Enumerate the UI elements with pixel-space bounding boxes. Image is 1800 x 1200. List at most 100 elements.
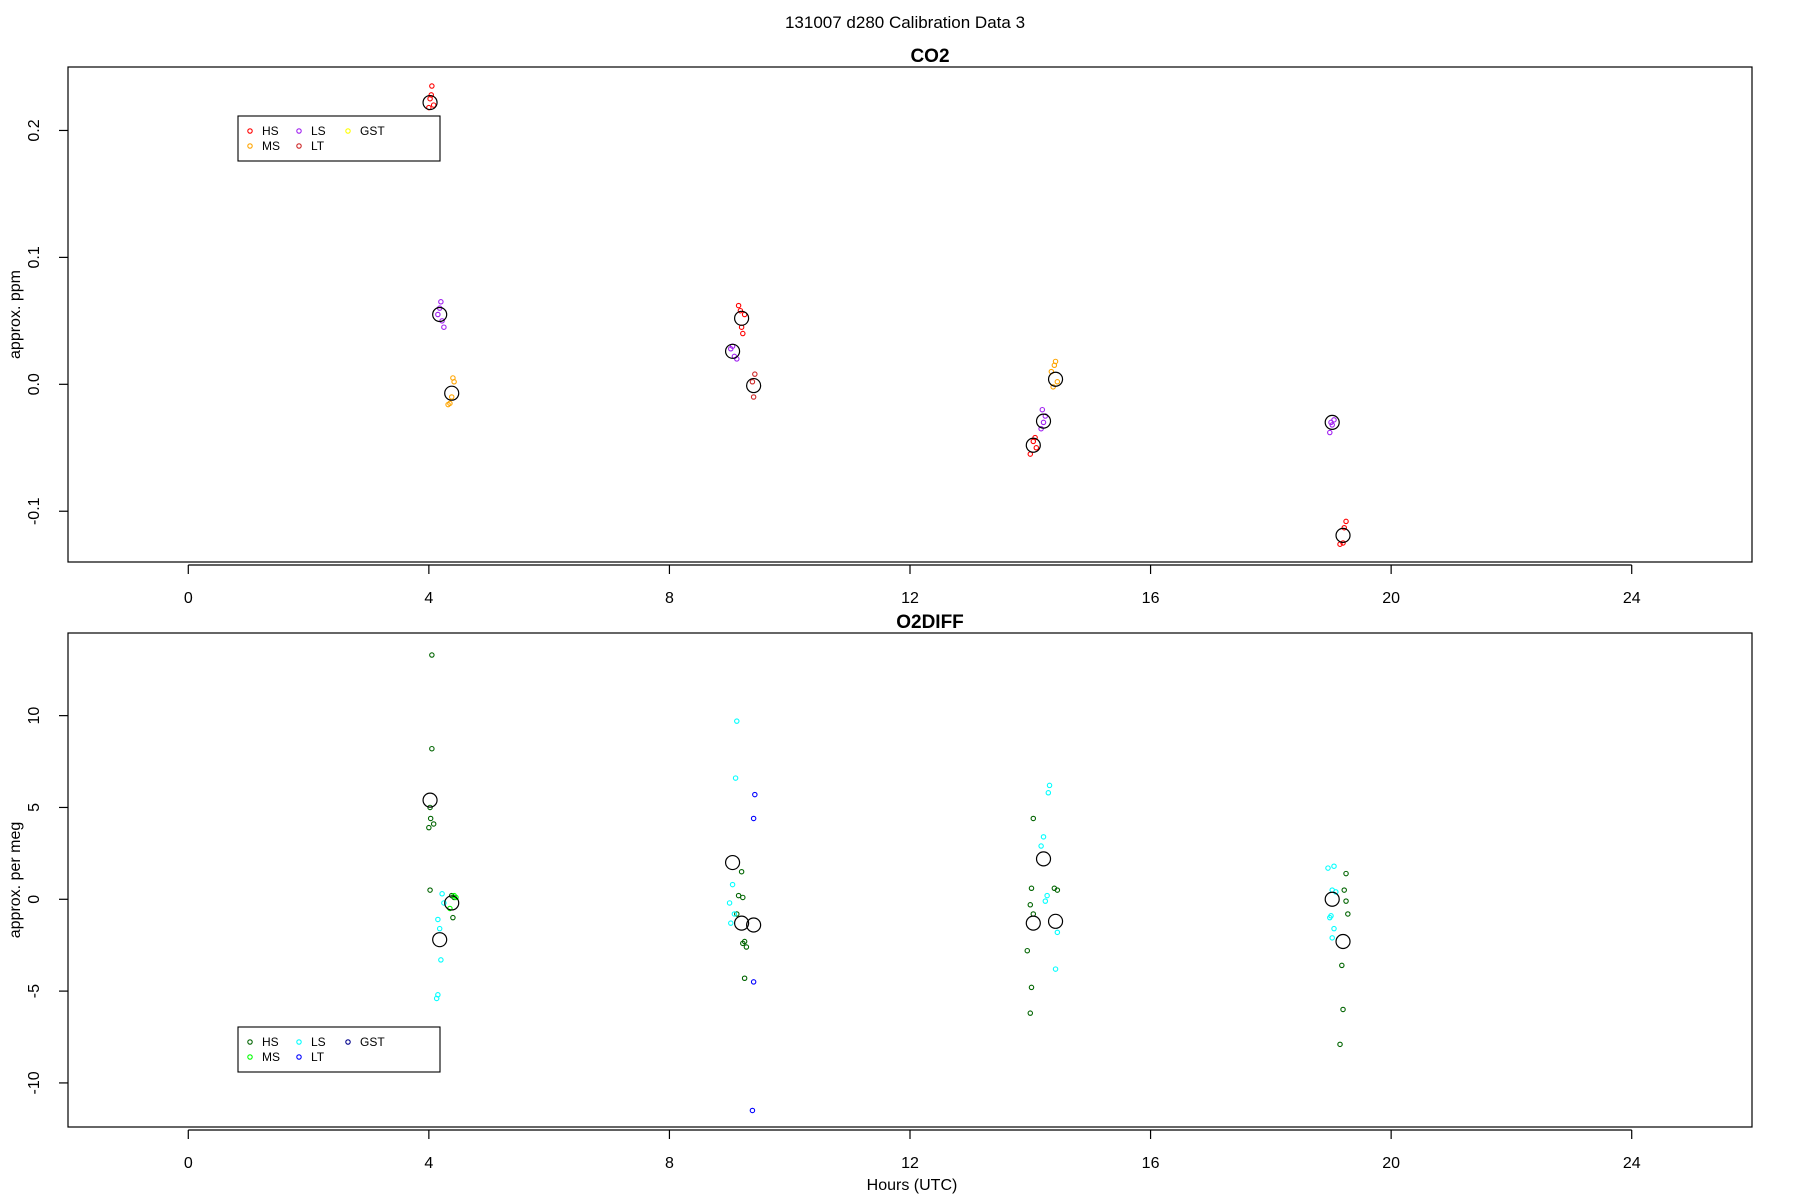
o2diff-ms-point — [453, 894, 459, 901]
o2diff-hs-point — [740, 894, 746, 901]
o2diff-hs-point — [1337, 1041, 1343, 1048]
co2-lt-point — [752, 371, 758, 377]
o2diff-mean-marker — [1324, 891, 1340, 907]
co2-x-tick-label: 4 — [424, 590, 433, 607]
co2-x-tick-label: 20 — [1382, 590, 1400, 607]
o2diff-series-lt — [749, 791, 758, 1114]
co2-mean-marker — [422, 94, 438, 111]
o2diff-ls-point — [436, 925, 443, 932]
o2diff-mean-marker — [1335, 933, 1351, 950]
o2diff-hs-point — [426, 824, 432, 831]
o2diff-plot-frame — [67, 632, 1753, 1128]
co2-ls-point — [1038, 425, 1044, 432]
o2diff-legend-label-ms: MS — [262, 1050, 280, 1064]
o2diff-y-tick-label: 0 — [26, 895, 43, 904]
co2-series-lt — [749, 371, 758, 400]
o2diff-hs-point — [741, 975, 748, 981]
o2diff-ls-point — [1329, 935, 1335, 941]
co2-series-hs — [426, 83, 1349, 547]
o2diff-hs-point — [1341, 887, 1347, 893]
co2-hs-point — [1033, 445, 1040, 451]
o2diff-hs-point — [1054, 887, 1061, 893]
o2diff-x-tick-label: 16 — [1142, 1155, 1160, 1172]
o2diff-y-axis-label: approx. per meg — [7, 822, 24, 939]
o2diff-lt-point — [750, 979, 757, 985]
o2diff-panel: O2DIFF 0 4 8 12 16 20 24 -10 -5 0 5 10 approx. per me… — [7, 612, 1753, 1194]
co2-series-ms — [445, 358, 1061, 408]
o2diff-ls-point — [439, 891, 445, 897]
o2diff-legend-symbol-gst — [345, 1039, 351, 1045]
co2-ls-point — [728, 346, 734, 352]
co2-mean-marker — [1035, 413, 1052, 429]
o2diff-mean-marker — [1047, 913, 1064, 929]
o2diff-legend-label-lt: LT — [311, 1050, 325, 1064]
o2diff-ls-point — [728, 920, 734, 926]
o2diff-ls-point — [1042, 898, 1049, 904]
co2-ls-point — [1331, 417, 1337, 423]
co2-plot-frame — [67, 66, 1753, 563]
o2diff-hs-point — [430, 821, 437, 827]
o2diff-legend-label-gst: GST — [360, 1035, 385, 1049]
co2-hs-point — [1032, 434, 1038, 441]
co2-lt-point — [749, 379, 756, 385]
o2diff-ls-point — [1040, 834, 1047, 840]
o2diff-x-axis-label: Hours (UTC) — [867, 1177, 958, 1194]
co2-x-tick-label: 12 — [901, 590, 919, 607]
co2-mean-marker — [444, 385, 460, 401]
co2-hs-point — [735, 302, 742, 309]
figure-title: 131007 d280 Calibration Data 3 — [785, 13, 1025, 32]
co2-legend-label-ms: MS — [262, 139, 280, 153]
o2diff-legend-symbol-lt — [296, 1054, 302, 1060]
co2-x-tick-label: 8 — [665, 590, 674, 607]
co2-hs-point — [740, 330, 746, 337]
co2-ls-point — [435, 311, 441, 318]
o2diff-x-tick-label: 20 — [1382, 1155, 1400, 1172]
o2diff-ls-point — [1325, 865, 1331, 871]
co2-legend-symbol-ms — [247, 143, 253, 149]
o2diff-hs-point — [1028, 984, 1035, 991]
co2-ls-point — [441, 324, 447, 330]
co2-legend-symbol-gst — [345, 128, 351, 134]
o2diff-y-tick-label: 5 — [26, 803, 43, 812]
o2diff-hs-point — [1027, 902, 1034, 908]
o2diff-ls-point — [441, 900, 447, 906]
o2diff-hs-point — [1339, 962, 1345, 969]
co2-x-tick-label: 24 — [1623, 590, 1641, 607]
o2diff-ls-point — [1331, 863, 1337, 869]
o2diff-hs-point — [1028, 885, 1035, 892]
o2diff-ls-point — [1044, 892, 1050, 899]
co2-panel-title: CO2 — [910, 46, 949, 67]
co2-legend-label-gst: GST — [360, 124, 385, 138]
co2-legend-label-lt: LT — [311, 139, 325, 153]
co2-hs-point — [430, 102, 437, 108]
o2diff-hs-point — [429, 652, 435, 658]
o2diff-mean-marker — [724, 854, 741, 871]
co2-ms-point — [448, 394, 455, 400]
o2diff-hs-point — [738, 868, 745, 875]
o2diff-ls-point — [1038, 843, 1044, 849]
co2-ls-point — [438, 299, 444, 305]
co2-ms-point — [1052, 358, 1059, 365]
o2diff-hs-point — [740, 940, 746, 947]
o2diff-hs-point — [429, 745, 435, 752]
co2-mean-marker — [1025, 437, 1041, 453]
o2diff-series-hs — [426, 652, 1351, 1048]
o2diff-ls-point — [1046, 782, 1053, 789]
o2diff-y-tick-label: -10 — [26, 1071, 43, 1094]
o2diff-mean-marker — [1025, 915, 1041, 931]
co2-legend-symbol-hs — [247, 128, 253, 134]
co2-mean-marker — [432, 306, 448, 323]
o2diff-hs-point — [1024, 947, 1031, 954]
o2diff-mean-marker — [422, 792, 438, 808]
o2diff-hs-point — [450, 914, 456, 921]
co2-mean-marker — [1335, 527, 1351, 543]
o2diff-y-tick-label: 10 — [26, 707, 43, 725]
o2diff-ls-point — [1327, 914, 1333, 921]
co2-legend-symbol-ls — [296, 128, 302, 134]
o2diff-ls-point — [433, 995, 440, 1002]
o2diff-legend-box — [237, 1026, 441, 1073]
co2-ls-point — [1039, 406, 1046, 413]
o2diff-ls-point — [731, 911, 738, 917]
